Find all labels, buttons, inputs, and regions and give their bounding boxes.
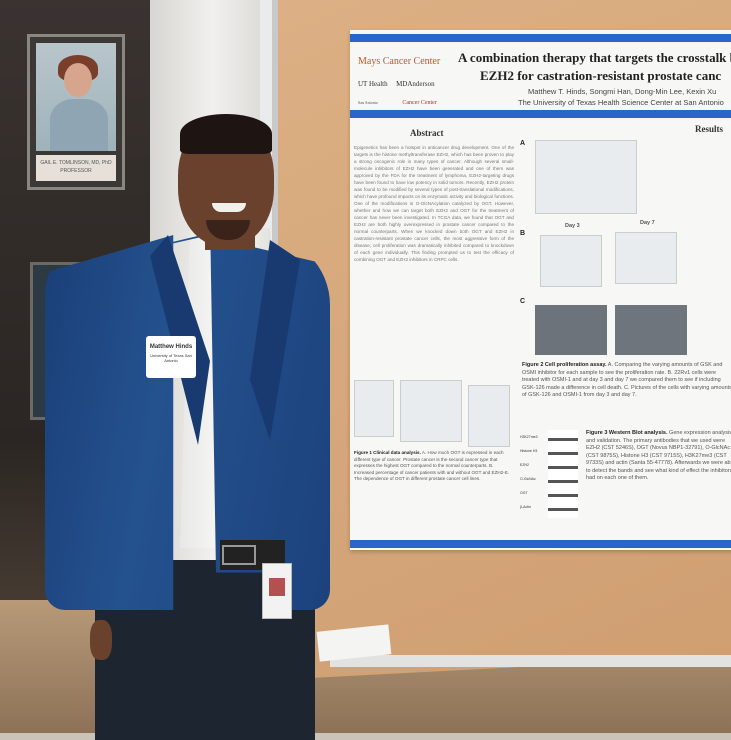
- research-poster: Mays Cancer Center UT Health MDAnderson …: [350, 30, 731, 550]
- mays-logo: Mays Cancer Center: [358, 56, 441, 67]
- beard: [206, 220, 250, 240]
- results-heading: Results: [695, 124, 724, 134]
- blot-label: Histone H3: [520, 449, 538, 453]
- framed-portrait: GAIL E. TOMLINSON, MD, PhD PROFESSOR: [27, 34, 125, 190]
- ut-sub: San Antonio: [358, 100, 378, 105]
- abstract-heading: Abstract: [410, 128, 444, 138]
- fig2-label-b: B: [520, 230, 526, 237]
- fig1-caption: Figure 1 Clinical data analysis. A. How …: [354, 450, 514, 483]
- id-photo: [269, 578, 285, 596]
- day3-label: Day 3: [565, 223, 580, 229]
- poster-header-banner: [350, 110, 731, 118]
- fig2a-line-chart: [535, 140, 637, 214]
- poster-logos: Mays Cancer Center UT Health MDAnderson …: [358, 56, 440, 109]
- hand: [90, 620, 112, 660]
- blot-label: O-GlcNAc: [520, 477, 536, 481]
- poster-title-line2: EZH2 for castration-resistant prostate c…: [480, 68, 722, 83]
- portrait-name: GAIL E. TOMLINSON, MD, PhD: [40, 160, 112, 166]
- fig3-caption: Figure 3 Western Blot analysis. Gene exp…: [586, 430, 731, 483]
- poster-top-banner: [350, 34, 731, 42]
- smile: [212, 203, 246, 212]
- fig2-caption-text: A. Comparing the varying amounts of GSK …: [522, 362, 731, 398]
- blot-label: β-Actin: [520, 505, 531, 509]
- portrait-photo: [36, 43, 116, 151]
- fig2-label-a: A: [520, 140, 526, 147]
- blot-label: H3K27me3: [520, 435, 538, 439]
- fig2c-cell-images-2: [615, 305, 687, 355]
- fig2b-bar-chart-day7: [615, 232, 677, 284]
- poster-stand-rail: [330, 655, 731, 667]
- day7-label: Day 7: [640, 220, 655, 226]
- mdanderson-logo: MDAnderson: [396, 80, 435, 88]
- blot-label: OGT: [520, 491, 528, 495]
- md-sub: Cancer Center: [402, 100, 437, 106]
- western-blot-image: [548, 430, 578, 518]
- portrait-nameplate: GAIL E. TOMLINSON, MD, PhD PROFESSOR: [36, 155, 116, 181]
- fig2c-cell-images-1: [535, 305, 607, 355]
- abstract-text: Epigenetics has been a hotspot in antica…: [354, 145, 514, 262]
- id-card: [262, 563, 292, 619]
- poster-authors: Matthew T. Hinds, Songmi Han, Dong-Min L…: [528, 87, 717, 96]
- fig2b-bar-chart-day3: [540, 235, 602, 287]
- portrait-role: PROFESSOR: [60, 168, 92, 174]
- poster-title-line1: A combination therapy that targets the c…: [458, 50, 731, 65]
- ut-health-logo: UT Health: [358, 80, 388, 88]
- fig1-caption-text: A. How much OGT is expressed in each dif…: [354, 450, 510, 481]
- fig3-caption-title: Figure 3 Western Blot analysis.: [586, 430, 668, 436]
- blot-labels: H3K27me3 Histone H3 EZH2 O-GlcNAc OGT β-…: [520, 430, 546, 514]
- badge-org: University of Texas San Antonio: [150, 353, 192, 363]
- fig1-caption-title: Figure 1 Clinical data analysis.: [354, 450, 421, 455]
- blot-label: EZH2: [520, 463, 529, 467]
- fig1c-plots: [468, 385, 510, 447]
- name-badge: Matthew Hinds University of Texas San An…: [146, 336, 196, 378]
- fig2-label-c: C: [520, 298, 526, 305]
- fig1b-survival-plot: [400, 380, 462, 442]
- poster-affiliation: The University of Texas Health Science C…: [518, 98, 724, 107]
- fig3-caption-text: Gene expression analysis and validation.…: [586, 430, 731, 481]
- hair: [180, 114, 272, 154]
- fig2-caption: Figure 2 Cell proliferation assay. A. Co…: [522, 362, 731, 400]
- fig1a-heatmap: [354, 380, 394, 437]
- badge-name: Matthew Hinds: [149, 344, 193, 350]
- belt-buckle: [222, 545, 256, 565]
- poster-bottom-banner: [350, 540, 731, 548]
- fig2-caption-title: Figure 2 Cell proliferation assay.: [522, 362, 607, 368]
